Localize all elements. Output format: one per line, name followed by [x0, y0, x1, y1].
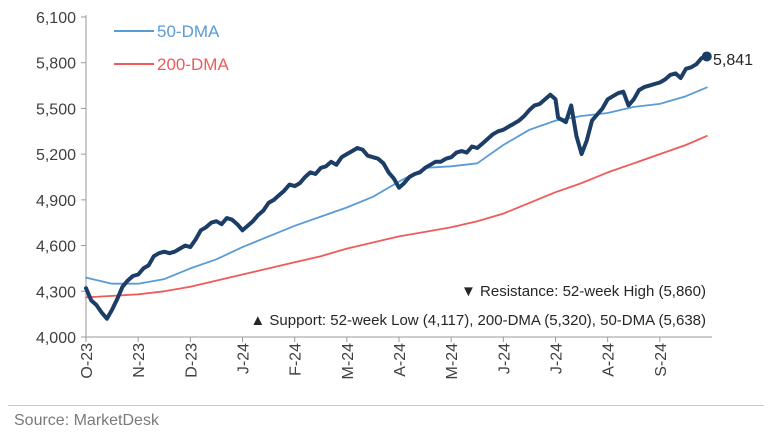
y-tick-label: 5,200 [36, 147, 76, 164]
support-annotation: ▲ Support: 52-week Low (4,117), 200-DMA … [250, 312, 706, 329]
y-tick-label: 5,800 [36, 56, 76, 73]
legend-label-50dma: 50-DMA [157, 22, 220, 41]
x-axis: O-23 N-23 D-23 J-24 F-24 M-24 A-24 M-24 J-24 J-24… [79, 336, 712, 380]
y-tick-label: 4,000 [36, 330, 76, 347]
source-divider [8, 405, 764, 406]
y-tick-label: 4,300 [36, 284, 76, 301]
last-value-label: 5,841 [713, 52, 753, 69]
y-tick-label: 6,100 [36, 10, 76, 27]
legend-label-200dma: 200-DMA [157, 55, 229, 74]
plot-lines [84, 51, 712, 321]
x-tick-label: N-23 [131, 343, 148, 378]
price-line [84, 54, 709, 321]
x-tick-label: M-24 [444, 343, 461, 380]
x-tick-label: J-24 [236, 343, 253, 374]
price-end-marker [701, 51, 712, 62]
y-tick-label: 4,900 [36, 193, 76, 210]
x-tick-label: S-24 [653, 343, 670, 377]
x-tick-label: A-24 [601, 343, 618, 377]
y-tick-label: 4,600 [36, 239, 76, 256]
resistance-annotation: ▼ Resistance: 52-week High (5,860) [461, 283, 706, 300]
dma-200-line [85, 135, 708, 299]
x-tick-label: M-24 [340, 343, 357, 380]
chart: 4,000 4,300 4,600 4,900 5,200 5,500 5,800 6,100… [36, 10, 753, 380]
x-tick-label: J-24 [549, 343, 566, 374]
x-tick-label: A-24 [392, 343, 409, 377]
legend: 50-DMA 200-DMA [114, 22, 229, 74]
y-tick-label: 5,500 [36, 101, 76, 118]
x-tick-label: J-24 [496, 343, 513, 374]
y-axis: 4,000 4,300 4,600 4,900 5,200 5,500 5,800 6,100 [36, 10, 87, 347]
x-tick-label: F-24 [288, 343, 305, 376]
dma-50-line [85, 86, 708, 285]
x-tick-label: O-23 [79, 343, 96, 379]
source-note: Source: MarketDesk [14, 412, 159, 429]
x-tick-label: D-23 [183, 343, 200, 378]
